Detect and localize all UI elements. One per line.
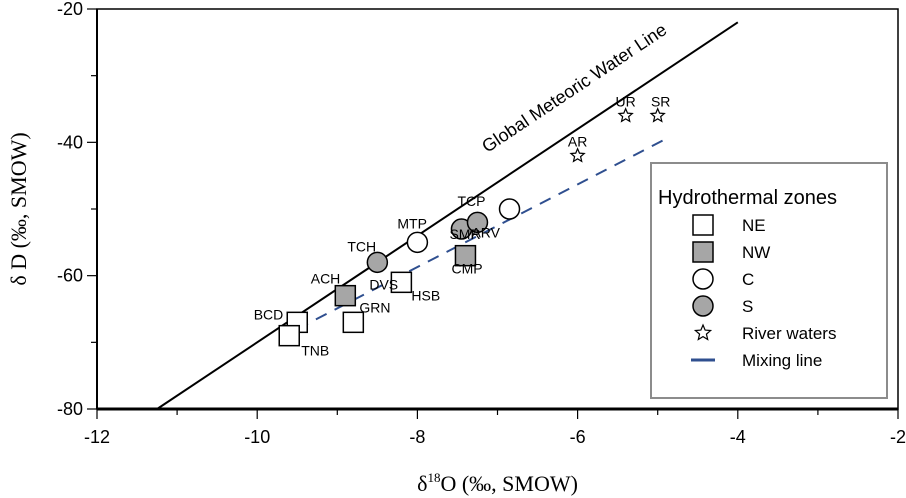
x-axis-title-pre: δ xyxy=(417,471,427,496)
x-axis-title: δ18O (‰, SMOW) xyxy=(417,470,578,496)
river-water-star xyxy=(617,107,634,123)
gmwl-line xyxy=(156,21,739,410)
point-s xyxy=(366,251,389,274)
legend-entry-label: River waters xyxy=(742,324,836,343)
x-tick-label: -12 xyxy=(84,427,110,447)
legend-title: Hydrothermal zones xyxy=(658,187,837,209)
point-label: TNB xyxy=(301,343,329,359)
point-label: ARV xyxy=(471,224,500,240)
y-tick-label: -80 xyxy=(57,399,83,419)
point-label: CMP xyxy=(451,261,482,277)
point-label: SR xyxy=(651,94,670,110)
point-s xyxy=(466,211,489,234)
point-ne xyxy=(278,324,300,347)
point-label: AR xyxy=(568,134,587,150)
legend-entry-label: NE xyxy=(742,216,766,235)
point-c xyxy=(498,198,521,220)
point-label: HSB xyxy=(411,287,440,303)
legend-entry-label: NW xyxy=(742,243,770,262)
point-label: SMR xyxy=(449,226,480,242)
point-label: ACH xyxy=(311,271,341,287)
legend-entry-label: C xyxy=(742,270,754,289)
legend-marker xyxy=(692,268,714,290)
river-water-star xyxy=(569,147,586,163)
legend-entry-label: S xyxy=(742,297,753,316)
point-c xyxy=(406,231,429,254)
x-tick-label: -4 xyxy=(730,427,746,447)
point-nw xyxy=(334,284,357,307)
legend-marker xyxy=(693,323,713,341)
y-axis-title: δ D (‰, SMOW) xyxy=(6,132,31,285)
data-points xyxy=(278,107,666,347)
point-label: GRN xyxy=(359,299,390,315)
x-axis-title-post: O (‰, SMOW) xyxy=(440,471,578,496)
point-ne xyxy=(390,271,413,294)
point-ne xyxy=(342,311,365,334)
point-label: UR xyxy=(616,94,636,110)
mixing-line xyxy=(296,138,667,330)
legend-marker xyxy=(692,214,714,236)
legend-marker xyxy=(692,241,714,263)
x-tick-label: -6 xyxy=(570,427,586,447)
point-label: MTP xyxy=(397,215,427,231)
legend: Hydrothermal zones NE NW CS River waters Mixi… xyxy=(650,162,888,399)
point-nw xyxy=(454,244,477,267)
point-label: DVS xyxy=(369,276,398,292)
y-tick-label: -60 xyxy=(57,266,83,286)
point-label: TCH xyxy=(347,238,376,254)
point-label: BCD xyxy=(254,306,284,322)
point-label: TCP xyxy=(458,193,486,209)
axes: -12 -10 -8 -6 -4 -2 -80 -60 -40 -20 δ18O (‰, SMOW)… xyxy=(6,0,906,496)
legend-marker xyxy=(692,295,714,317)
river-water-star xyxy=(649,107,666,123)
x-tick-label: -2 xyxy=(890,427,906,447)
x-tick-label: -8 xyxy=(409,427,425,447)
y-tick-label: -20 xyxy=(57,0,83,19)
y-tick-label: -40 xyxy=(57,132,83,152)
legend-box xyxy=(650,162,888,399)
x-tick-label: -10 xyxy=(244,427,270,447)
x-axis-title-sup: 18 xyxy=(427,470,440,485)
legend-entry-label: Mixing line xyxy=(742,351,822,370)
